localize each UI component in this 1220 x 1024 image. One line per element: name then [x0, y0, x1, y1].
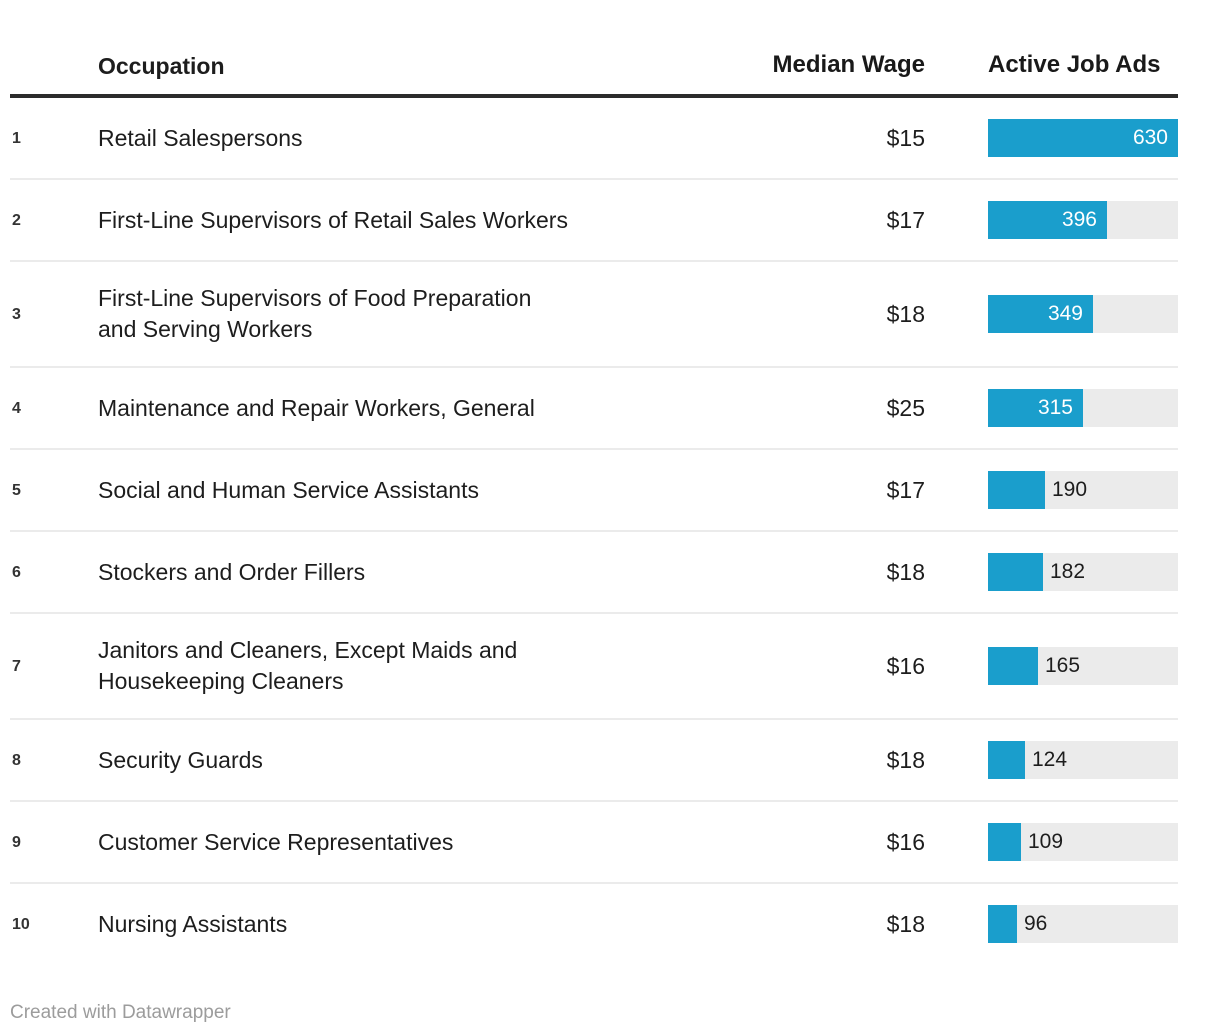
- occupation-label: Nursing Assistants: [98, 910, 288, 937]
- median-wage-value: $17: [886, 476, 925, 503]
- bar-track: 190: [988, 471, 1178, 509]
- bar-track: 182: [988, 553, 1178, 591]
- bar-track: 349: [988, 295, 1178, 333]
- active-job-ads-cell: 349: [925, 295, 1178, 333]
- occupation-label: Stockers and Order Fillers: [98, 558, 366, 585]
- bar-value-label: 315: [1037, 396, 1073, 419]
- active-job-ads-cell: 109: [925, 823, 1178, 861]
- row-rank: 9: [12, 833, 21, 851]
- active-job-ads-cell: 182: [925, 553, 1178, 591]
- table-row: 3 First-Line Supervisors of Food Prepara…: [10, 262, 1178, 368]
- median-wage-value: $18: [886, 558, 925, 585]
- bar-track: 396: [988, 201, 1178, 239]
- active-job-ads-cell: 396: [925, 201, 1178, 239]
- active-job-ads-cell: 165: [925, 647, 1178, 685]
- active-job-ads-cell: 190: [925, 471, 1178, 509]
- bar-track: 630: [988, 119, 1178, 157]
- occupation-label: Retail Salespersons: [98, 124, 303, 151]
- bar-value-label: 96: [1024, 912, 1048, 935]
- column-header-median-wage: Median Wage: [772, 51, 925, 78]
- bar: 349: [988, 295, 1093, 333]
- active-job-ads-cell: 96: [925, 905, 1178, 943]
- bar-value-label: 182: [1050, 560, 1086, 583]
- bar-value-label: 124: [1032, 748, 1068, 771]
- bar-value-label: 396: [1061, 208, 1097, 231]
- table-row: 9 Customer Service Representatives $16 1…: [10, 802, 1178, 884]
- row-rank: 6: [12, 563, 21, 581]
- table-row: 8 Security Guards $18 124: [10, 720, 1178, 802]
- row-rank: 3: [12, 305, 21, 323]
- bar-track: 165: [988, 647, 1178, 685]
- table-row: 6 Stockers and Order Fillers $18 182: [10, 532, 1178, 614]
- bar-track: 315: [988, 389, 1178, 427]
- active-job-ads-cell: 630: [925, 119, 1178, 157]
- table-row: 1 Retail Salespersons $15 630: [10, 98, 1178, 180]
- attribution-text: Created with Datawrapper: [10, 1002, 231, 1023]
- table-row: 10 Nursing Assistants $18 96: [10, 884, 1178, 964]
- bar-value-label: 109: [1028, 830, 1064, 853]
- bar-value-label: 165: [1045, 654, 1081, 677]
- bar: [988, 553, 1043, 591]
- median-wage-value: $17: [886, 206, 925, 233]
- median-wage-value: $18: [886, 746, 925, 773]
- bar: [988, 471, 1045, 509]
- bar: 630: [988, 119, 1178, 157]
- row-rank: 5: [12, 481, 21, 499]
- median-wage-value: $18: [886, 300, 925, 327]
- bar: 315: [988, 389, 1083, 427]
- median-wage-value: $25: [886, 394, 925, 421]
- bar: [988, 741, 1025, 779]
- row-rank: 7: [12, 657, 21, 675]
- row-rank: 10: [12, 915, 30, 933]
- median-wage-value: $16: [886, 652, 925, 679]
- bar-track: 96: [988, 905, 1178, 943]
- bar-value-label: 349: [1047, 302, 1083, 325]
- occupation-label: First-Line Supervisors of Food Preparati…: [98, 285, 532, 342]
- active-job-ads-cell: 315: [925, 389, 1178, 427]
- row-rank: 2: [12, 211, 21, 229]
- occupation-label: Maintenance and Repair Workers, General: [98, 394, 535, 421]
- table-header: Occupation Median Wage Active Job Ads: [10, 48, 1178, 98]
- bar-track: 109: [988, 823, 1178, 861]
- table-body: 1 Retail Salespersons $15 630 2 First-Li…: [10, 98, 1178, 964]
- median-wage-value: $18: [886, 910, 925, 937]
- column-header-occupation: Occupation: [98, 53, 225, 79]
- median-wage-value: $16: [886, 828, 925, 855]
- table-row: 2 First-Line Supervisors of Retail Sales…: [10, 180, 1178, 262]
- table-row: 7 Janitors and Cleaners, Except Maids an…: [10, 614, 1178, 720]
- row-rank: 4: [12, 399, 21, 417]
- bar: 396: [988, 201, 1107, 239]
- occupation-label: Security Guards: [98, 746, 263, 773]
- occupation-label: Customer Service Representatives: [98, 828, 454, 855]
- bar-value-label: 630: [1132, 126, 1168, 149]
- bar: [988, 905, 1017, 943]
- bar-track: 124: [988, 741, 1178, 779]
- row-rank: 8: [12, 751, 21, 769]
- active-job-ads-cell: 124: [925, 741, 1178, 779]
- row-rank: 1: [12, 129, 21, 147]
- table-row: 4 Maintenance and Repair Workers, Genera…: [10, 368, 1178, 450]
- column-header-active-job-ads: Active Job Ads: [988, 51, 1161, 78]
- occupation-label: First-Line Supervisors of Retail Sales W…: [98, 206, 568, 233]
- occupation-label: Janitors and Cleaners, Except Maids and …: [98, 637, 518, 694]
- bar-value-label: 190: [1052, 478, 1088, 501]
- bar: [988, 823, 1021, 861]
- occupation-label: Social and Human Service Assistants: [98, 476, 479, 503]
- median-wage-value: $15: [886, 124, 925, 151]
- bar: [988, 647, 1038, 685]
- table-row: 5 Social and Human Service Assistants $1…: [10, 450, 1178, 532]
